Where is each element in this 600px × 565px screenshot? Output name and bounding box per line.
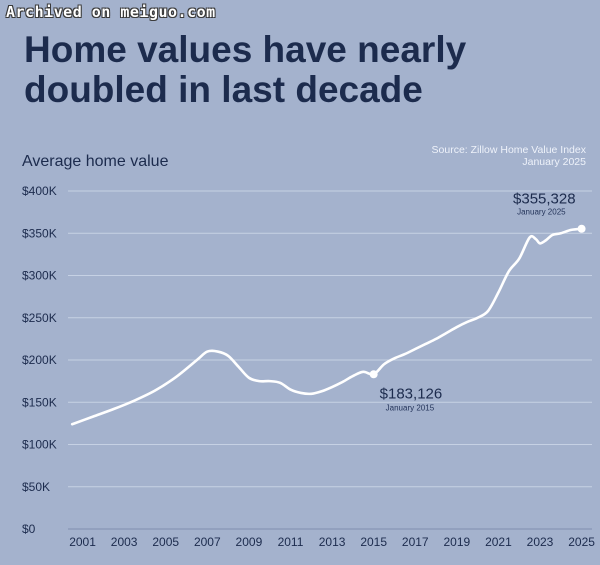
callout-date: January 2025	[517, 208, 566, 217]
callout-value: $183,126	[380, 385, 443, 402]
callout-value: $355,328	[513, 191, 576, 208]
source-date: January 2025	[522, 156, 586, 168]
callout-point	[577, 224, 586, 233]
callout-point	[369, 370, 378, 379]
archive-watermark: Archived on meiguo.com	[6, 3, 216, 21]
y-tick-label: $250K	[22, 311, 57, 325]
y-tick-label: $300K	[22, 269, 57, 283]
x-tick-label: 2011	[278, 535, 304, 549]
x-tick-label: 2023	[527, 535, 554, 549]
x-tick-label: 2017	[402, 535, 429, 549]
y-tick-label: $200K	[22, 353, 57, 367]
x-tick-label: 2013	[319, 535, 346, 549]
source-note: Source: Zillow Home Value Index January …	[432, 144, 586, 168]
home-value-line	[70, 227, 583, 426]
y-tick-label: $50K	[22, 480, 50, 494]
source-line: Source: Zillow Home Value Index	[431, 144, 586, 156]
callout-date: January 2015	[386, 403, 435, 412]
y-tick-label: $350K	[22, 226, 57, 240]
x-tick-label: 2015	[360, 535, 387, 549]
x-tick-label: 2009	[236, 535, 263, 549]
y-tick-label: $150K	[22, 395, 57, 409]
y-tick-label: $400K	[22, 184, 57, 198]
chart-title: Home values have nearly doubled in last …	[24, 29, 467, 110]
x-tick-label: 2007	[194, 535, 221, 549]
x-tick-label: 2021	[485, 535, 512, 549]
x-tick-label: 2001	[69, 535, 96, 549]
y-tick-label: $0	[22, 522, 36, 536]
y-axis-label: Average home value	[22, 153, 169, 170]
x-tick-label: 2005	[152, 535, 179, 549]
x-tick-label: 2019	[443, 535, 470, 549]
x-tick-label: 2025	[568, 535, 595, 549]
y-tick-label: $100K	[22, 438, 57, 452]
x-tick-label: 2003	[111, 535, 138, 549]
